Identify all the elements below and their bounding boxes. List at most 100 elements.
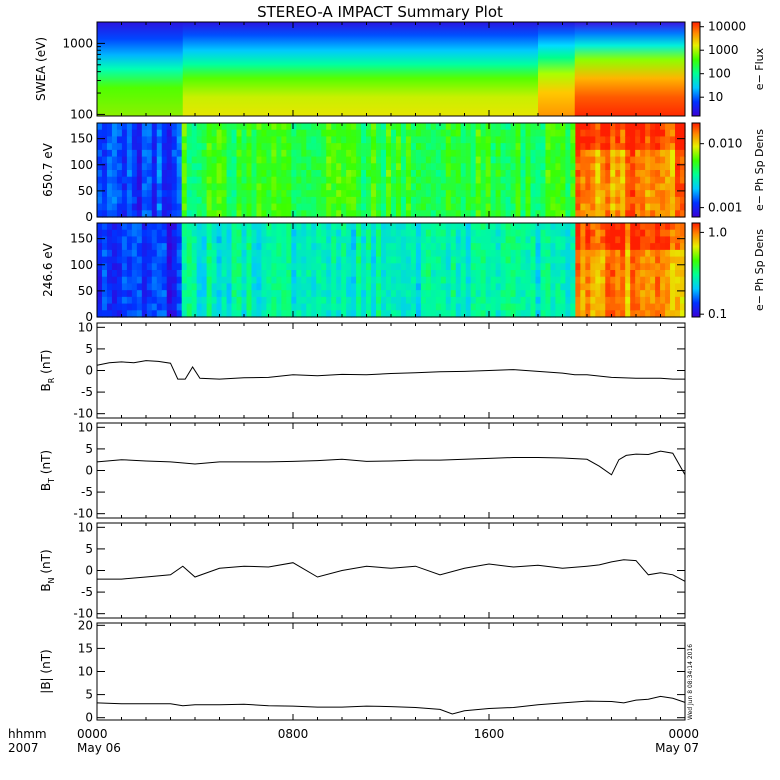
spectrogram-cell [405,229,412,238]
spectrogram-cell [306,270,312,278]
spectrogram-cell [321,236,327,244]
spectrogram-cell [331,290,337,298]
spectrogram-cell [191,123,198,131]
spectrogram-cell [136,263,143,271]
spectrogram-cell [241,229,248,238]
spectrogram-cell [226,243,233,251]
spectrogram-cell [276,229,282,238]
spectrogram-cell [415,176,422,185]
spectrogram-cell [670,270,676,278]
spectrogram-cell [191,283,198,291]
spectrogram-cell [460,223,467,231]
colorbar-tick-label: 0.001 [708,201,742,215]
spectrogram-cell [635,210,641,218]
spectrogram-cell [266,296,272,305]
spectrogram-cell [166,123,173,131]
spectrogram-cell [410,203,417,211]
spectrogram-cell [136,283,143,291]
spectrogram-cell [535,296,542,305]
spectrogram-cell [386,243,392,251]
spectrogram-cell [520,196,527,205]
spectrogram-cell [585,270,591,278]
spectrogram-cell [520,190,527,198]
spectrogram-cell [665,310,671,318]
spectrogram-cell [266,170,272,178]
spectrogram-cell [625,183,631,191]
spectrogram-cell [570,183,576,191]
spectrogram-cell [575,123,581,131]
spectrogram-cell [540,303,547,311]
spectrogram-cell [425,249,432,258]
spectrogram-cell [236,276,243,285]
spectrogram-cell [610,296,616,305]
spectrogram-cell [191,210,198,218]
spectrogram-cell [600,263,606,271]
spectrogram-cell [505,263,512,271]
spectrogram-cell [216,129,223,138]
spectrogram-cell [181,310,188,318]
spectrogram-cell [131,303,138,311]
spectrogram-cell [580,263,586,271]
spectrogram-cell [470,283,477,291]
spectrogram-cell [505,136,512,144]
spectrogram-cell [276,243,282,251]
spectrogram-cell [306,203,312,211]
spectrogram-cell [271,310,277,318]
spectrogram-cell [640,249,646,258]
spectrogram-cell [460,143,467,151]
spectrogram-cell [530,236,537,244]
spectrogram-cell [450,229,457,238]
spectrogram-cell [261,156,268,164]
spectrogram-cell [266,123,272,131]
spectrogram-cell [615,210,621,218]
spectrogram-cell [361,123,367,131]
spectrogram-cell [510,176,517,185]
spectrogram-cell [420,156,427,164]
spectrogram-cell [600,163,606,171]
spectrogram-cell [381,176,387,185]
spectrogram-cell [296,229,302,238]
spectrogram-cell [595,123,601,131]
colorbar-label: e− Flux [753,47,766,90]
spectrogram-cell [241,270,248,278]
spectrogram-cell [680,256,686,264]
spectrogram-cell [251,210,258,218]
spectrogram-cell [540,163,547,171]
spectrogram-cell [520,256,527,264]
spectrogram-cell [146,310,153,318]
spectrogram-cell [186,129,193,138]
spectrogram-cell [625,203,631,211]
spectrogram-cell [231,290,238,298]
spectrogram-cell [176,123,183,131]
spectrogram-cell [276,123,282,131]
colorbar-scale [691,222,701,318]
spectrogram-cell [251,176,258,185]
spectrogram-cell [460,276,467,285]
spectrogram-cell [131,296,138,305]
spectrogram-cell [630,270,636,278]
spectrogram-cell [316,243,322,251]
spectrogram-cell [331,229,337,238]
spectrogram-cell [490,270,497,278]
spectrogram-cell [176,143,183,151]
spectrogram-cell [590,236,596,244]
spectrogram-cell [555,129,562,138]
spectrogram-cell [351,170,357,178]
spectrogram-cell [600,123,606,131]
spectrogram-cell [580,136,586,144]
spectrogram-cell [555,163,562,171]
spectrogram-cell [136,310,143,318]
spectrogram-cell [181,143,188,151]
y-tick-label: 20 [78,618,93,632]
spectrogram-cell [271,203,277,211]
spectrogram-cell [281,176,287,185]
spectrogram-cell [675,203,681,211]
spectrogram-cell [171,296,178,305]
spectrogram-cell [381,263,387,271]
spectrogram-cell [405,276,412,285]
spectrogram-cell [445,223,452,231]
spectrogram-cell [291,156,297,164]
spectrogram-cell [415,290,422,298]
spectrogram-cell [336,156,342,164]
spectrogram-cell [271,163,277,171]
